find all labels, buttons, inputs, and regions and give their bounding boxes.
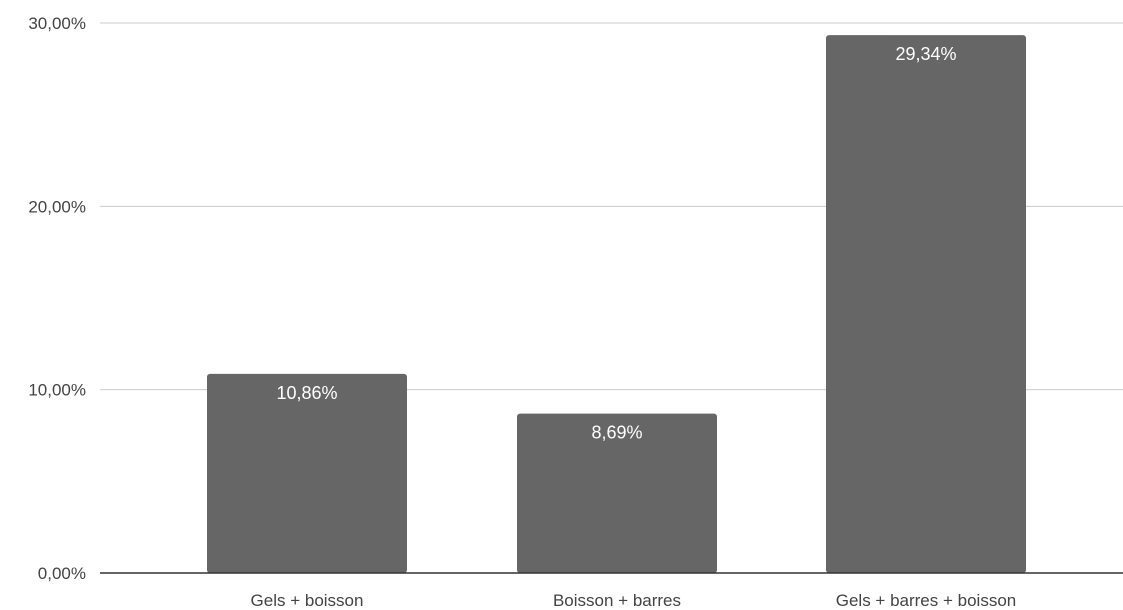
y-tick-label: 0,00% xyxy=(38,564,86,583)
y-tick-label: 10,00% xyxy=(28,381,86,400)
x-tick-label: Boisson + barres xyxy=(553,591,681,610)
bar xyxy=(517,413,717,573)
data-label: 8,69% xyxy=(591,423,642,443)
x-axis-tick-labels: Gels + boisson Boisson + barres Gels + bar… xyxy=(251,591,1017,610)
data-label: 29,34% xyxy=(895,44,956,64)
bars: 10,86% 8,69% 29,34% xyxy=(207,35,1026,574)
x-tick-label: Gels + boisson xyxy=(251,591,364,610)
x-tick-label: Gels + barres + boisson xyxy=(836,591,1016,610)
bar xyxy=(207,373,407,573)
y-tick-label: 20,00% xyxy=(28,197,86,216)
y-tick-label: 30,00% xyxy=(28,14,86,33)
data-label: 10,86% xyxy=(276,383,337,403)
y-axis-tick-labels: 0,00% 10,00% 20,00% 30,00% xyxy=(28,14,86,583)
bar xyxy=(826,35,1026,574)
